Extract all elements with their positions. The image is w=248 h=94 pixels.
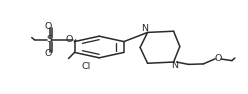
Text: O: O — [44, 22, 52, 31]
Text: N: N — [142, 24, 149, 33]
Text: O: O — [215, 54, 222, 63]
Text: Cl: Cl — [82, 62, 91, 71]
Text: O: O — [44, 49, 52, 58]
Text: O: O — [66, 35, 73, 44]
Text: N: N — [171, 61, 178, 70]
Text: S: S — [47, 35, 53, 44]
